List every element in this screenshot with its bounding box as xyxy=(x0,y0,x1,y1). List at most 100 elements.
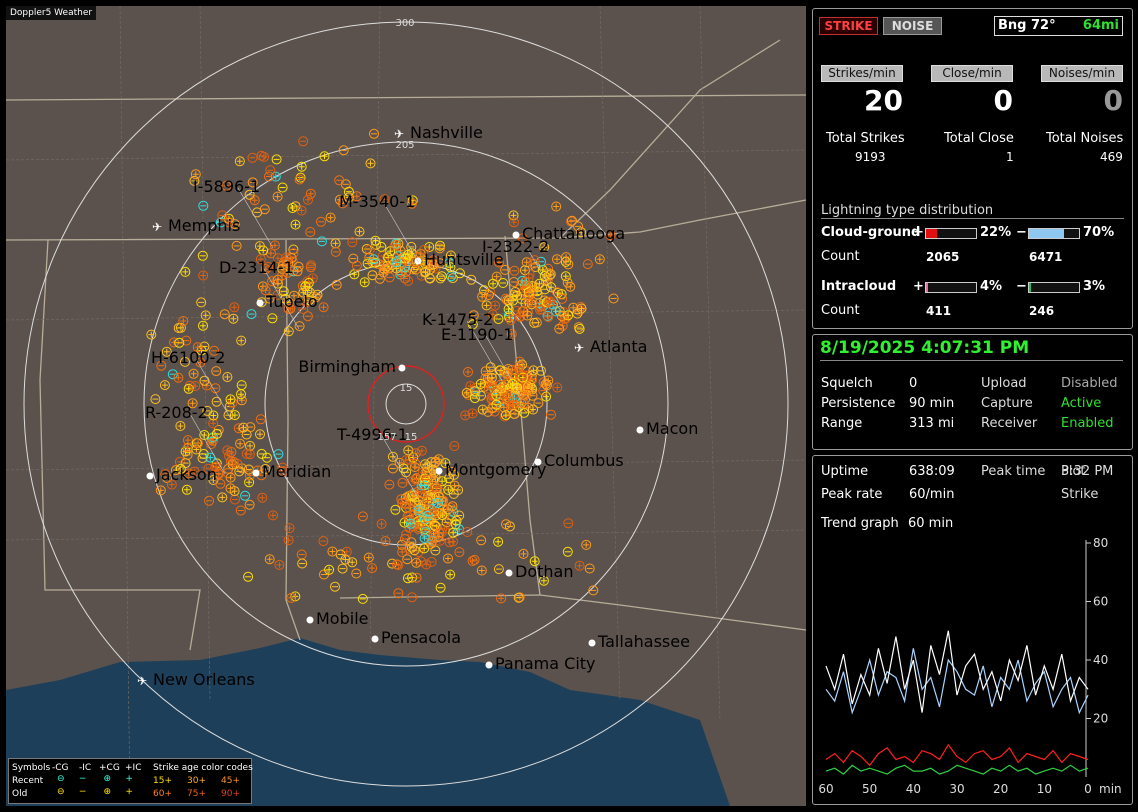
strike-symbol xyxy=(528,404,539,415)
strike-symbol xyxy=(272,191,283,202)
strike-symbol-sign xyxy=(442,460,449,467)
strike-symbol-sign xyxy=(266,556,273,563)
strike-symbol xyxy=(434,243,445,254)
strike-symbol-sign xyxy=(260,247,267,254)
strike-symbol xyxy=(563,518,574,529)
strike-symbol xyxy=(528,365,539,376)
strike-symbol xyxy=(221,180,232,191)
strike-symbol xyxy=(330,246,341,257)
strike-symbol xyxy=(545,269,556,280)
strike-symbol xyxy=(246,309,257,320)
strike-symbol-sign xyxy=(445,555,451,562)
strike-symbol-sign xyxy=(285,328,292,335)
strike-symbol-sign xyxy=(336,196,343,203)
strike-symbol xyxy=(278,286,289,297)
strike-symbol-sign xyxy=(405,447,412,454)
strike-symbol xyxy=(256,448,267,459)
strike-symbol xyxy=(208,418,219,429)
city-label: Nashville xyxy=(410,123,483,142)
strike-symbol xyxy=(463,367,473,377)
strike-symbol xyxy=(175,463,186,474)
strike-symbol xyxy=(437,510,448,521)
strike-symbol-sign xyxy=(195,440,201,447)
strike-symbol-sign xyxy=(483,302,490,309)
strike-symbol xyxy=(428,255,439,266)
strike-symbol xyxy=(244,477,255,488)
strike-symbol-sign xyxy=(415,518,422,525)
strike-symbol xyxy=(397,547,408,557)
strike-symbol xyxy=(435,258,446,269)
city-dot xyxy=(398,364,406,372)
map-title: Doppler5 Weather xyxy=(6,6,97,20)
strike-symbol xyxy=(198,449,209,459)
strike-toggle[interactable]: STRIKE xyxy=(819,17,878,35)
distance: 64mi xyxy=(1082,18,1119,33)
strike-symbol xyxy=(376,518,387,529)
strike-symbol xyxy=(174,337,185,348)
strike-symbol xyxy=(316,236,327,247)
x-unit: min xyxy=(1099,782,1122,796)
city-dot xyxy=(505,569,513,577)
strike-symbol xyxy=(476,565,487,576)
strike-symbol-sign xyxy=(320,304,327,311)
strike-symbol xyxy=(605,230,616,241)
legend-label: Strike age color codes xyxy=(153,763,253,773)
airport-icon: ✈ xyxy=(137,674,147,688)
strike-symbol-sign xyxy=(517,313,524,320)
strike-symbol xyxy=(443,553,453,564)
dist-bar-frame xyxy=(1028,228,1080,239)
strike-symbol xyxy=(423,516,434,527)
strike-symbol xyxy=(247,177,258,188)
noise-toggle[interactable]: NOISE xyxy=(883,17,942,35)
strike-symbol-sign xyxy=(554,384,561,391)
strike-symbol xyxy=(305,188,316,199)
strike-symbol xyxy=(493,536,504,547)
rate-button[interactable]: Strikes/min xyxy=(821,65,903,82)
strike-symbol-sign xyxy=(202,312,209,319)
total-value: 1 xyxy=(1006,150,1014,164)
strike-symbol-sign xyxy=(243,450,250,457)
strike-symbol xyxy=(449,469,459,480)
strike-symbol-sign xyxy=(161,382,168,389)
strike-symbol-sign xyxy=(500,404,507,411)
strike-symbol-sign xyxy=(200,322,206,329)
strike-symbol xyxy=(173,372,184,383)
strike-symbol xyxy=(422,510,433,521)
strike-symbol xyxy=(232,458,243,469)
strike-symbol xyxy=(271,154,282,165)
strike-symbol xyxy=(267,313,278,324)
strike-symbol xyxy=(551,201,562,212)
strike-symbol xyxy=(518,548,529,559)
strike-symbol-sign xyxy=(493,273,500,280)
strike-symbol xyxy=(364,252,375,263)
strike-symbol xyxy=(484,383,495,394)
strike-symbol xyxy=(225,483,236,494)
strike-symbol xyxy=(294,174,305,185)
strike-symbol-sign xyxy=(513,386,520,393)
sensor-label: I-2322-2 xyxy=(482,237,549,256)
strike-symbol xyxy=(413,507,424,518)
strike-symbol xyxy=(477,291,488,302)
strike-symbol xyxy=(435,582,446,593)
strike-symbol xyxy=(436,271,447,282)
strike-symbol xyxy=(231,240,242,251)
strike-symbol-sign xyxy=(230,315,237,322)
rate-button[interactable]: Noises/min xyxy=(1041,65,1123,82)
rate-button[interactable]: Close/min xyxy=(931,65,1013,82)
strike-symbol xyxy=(387,463,398,474)
strike-symbol xyxy=(407,592,417,603)
strike-symbol-sign xyxy=(462,412,469,419)
strike-symbol xyxy=(277,462,288,473)
strike-symbol xyxy=(552,254,562,265)
strike-symbol xyxy=(385,246,396,257)
strike-symbol xyxy=(419,244,430,255)
total-value: 469 xyxy=(1100,150,1123,164)
strike-symbol xyxy=(211,366,222,377)
strike-symbol xyxy=(581,539,592,550)
strike-symbol xyxy=(406,542,417,553)
strike-symbol xyxy=(193,438,203,449)
strike-symbol-sign xyxy=(530,406,537,413)
strike-symbol xyxy=(414,522,425,533)
strike-symbol xyxy=(190,169,201,180)
strike-symbol xyxy=(407,521,418,532)
